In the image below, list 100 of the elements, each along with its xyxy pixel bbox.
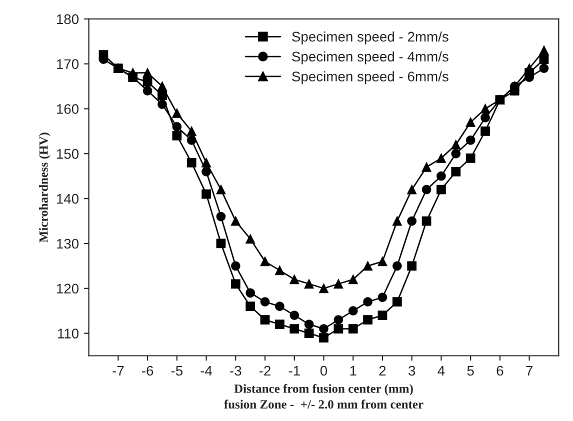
point <box>290 324 300 334</box>
point <box>466 136 476 145</box>
point <box>260 315 270 325</box>
point <box>451 148 461 158</box>
point <box>290 310 300 320</box>
point <box>539 64 549 74</box>
point <box>158 100 167 109</box>
legend-label: Specimen speed - 4mm/s <box>292 51 448 64</box>
point <box>260 297 270 307</box>
point <box>334 324 344 334</box>
point <box>304 328 314 338</box>
x-tick-label: -1 <box>288 366 300 376</box>
point <box>216 238 226 248</box>
x-tick-label: 2 <box>379 366 386 376</box>
y-tick-label: 140 <box>56 194 79 204</box>
x-tick-label: -4 <box>200 366 212 376</box>
y-tick-label: 150 <box>56 149 79 159</box>
y-tick-label: 130 <box>56 238 79 249</box>
point <box>407 184 417 194</box>
point <box>524 64 534 74</box>
point <box>230 261 240 271</box>
x-tick-label: -7 <box>112 366 124 376</box>
point <box>378 310 388 320</box>
point <box>539 46 549 56</box>
y-tick-label: 120 <box>56 284 79 294</box>
point <box>172 131 182 140</box>
x-tick-label: 3 <box>408 366 416 376</box>
x-axis-title: Distance from fusion center (mm) fusion Zone - +/- 2.0 mm from center <box>224 384 424 409</box>
point <box>466 118 476 127</box>
point <box>378 256 388 266</box>
x-tick-label: 5 <box>467 366 474 376</box>
point <box>142 86 152 96</box>
point <box>392 297 402 307</box>
point <box>392 216 402 226</box>
point <box>142 77 152 86</box>
y-axis-title: Microhardness (HV) <box>39 132 50 242</box>
y-tick-label: 160 <box>56 104 79 114</box>
x-tick-label: -6 <box>142 366 154 376</box>
point <box>186 158 196 168</box>
point <box>348 324 358 334</box>
point <box>378 292 388 302</box>
point <box>436 184 446 194</box>
point <box>230 279 240 289</box>
point <box>480 113 490 122</box>
point <box>539 54 549 64</box>
x-tick-label: -5 <box>171 366 183 376</box>
point <box>363 315 372 325</box>
point <box>319 333 328 342</box>
point <box>275 302 284 312</box>
point <box>172 108 182 118</box>
point <box>290 274 300 284</box>
point <box>363 297 372 307</box>
point <box>436 153 446 163</box>
point <box>275 320 284 329</box>
point <box>216 184 226 194</box>
y-tick-label: 170 <box>56 59 79 70</box>
y-tick-label: 180 <box>56 14 79 24</box>
point <box>480 104 490 114</box>
point <box>158 82 167 91</box>
point <box>142 68 152 78</box>
x-tick-label: -3 <box>230 366 242 376</box>
point <box>230 216 240 226</box>
point <box>407 216 417 226</box>
point <box>246 302 256 312</box>
point <box>422 216 432 226</box>
y-tick-label: 110 <box>58 328 79 338</box>
point <box>451 166 461 176</box>
point <box>348 274 358 284</box>
x-tick-label: -2 <box>259 366 270 376</box>
point <box>202 189 211 199</box>
point <box>407 261 417 271</box>
point <box>451 140 461 150</box>
point <box>246 234 256 244</box>
x-tick-label: 6 <box>496 366 504 376</box>
x-tick-label: 1 <box>350 366 356 376</box>
point <box>319 284 328 294</box>
point <box>319 324 328 334</box>
point <box>422 162 432 172</box>
point <box>216 212 226 222</box>
point <box>363 261 372 271</box>
x-tick-label: 7 <box>526 366 532 376</box>
point <box>202 166 211 176</box>
point <box>128 68 138 78</box>
point <box>304 279 314 289</box>
x-tick-label: 0 <box>320 366 328 376</box>
point <box>348 306 358 316</box>
point <box>202 158 211 168</box>
point <box>186 126 196 136</box>
point <box>392 261 402 271</box>
legend-label: Specimen speed - 2mm/s <box>292 31 448 44</box>
point <box>275 266 284 276</box>
point <box>172 122 182 132</box>
point <box>466 153 476 163</box>
point <box>334 279 344 289</box>
legend-label: Specimen speed - 6mm/s <box>292 71 448 84</box>
point <box>260 256 270 266</box>
point <box>480 126 490 136</box>
point <box>334 315 344 325</box>
point <box>246 288 256 298</box>
point <box>304 320 314 329</box>
